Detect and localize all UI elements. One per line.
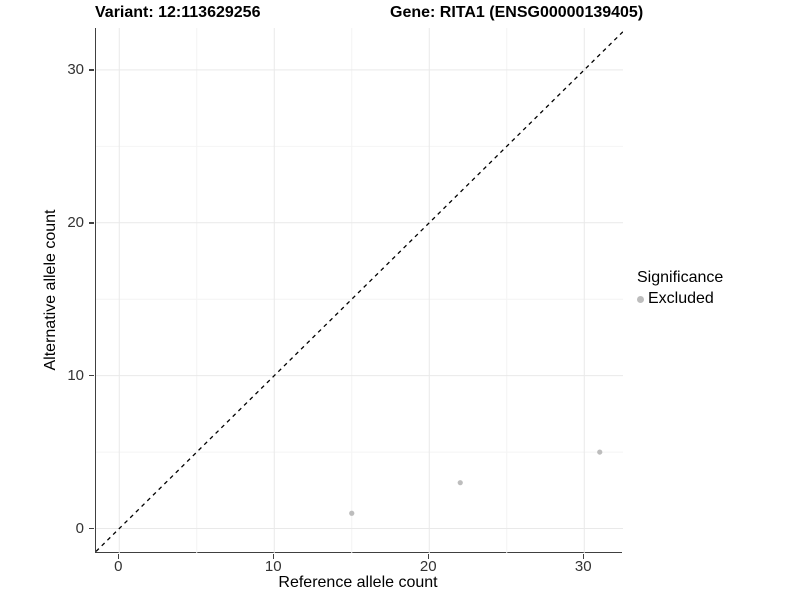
x-tick-mark (272, 554, 274, 559)
y-axis-title: Alternative allele count (42, 209, 59, 371)
y-tick-mark (89, 374, 94, 377)
y-tick-label: 0 (75, 519, 84, 537)
legend-item-label: Excluded (648, 290, 714, 307)
data-point (349, 510, 355, 516)
plot-panel (95, 28, 623, 553)
variant-title: Variant: 12:113629256 (95, 4, 261, 21)
identity-line-dashed (96, 30, 623, 553)
plot-canvas (96, 28, 623, 553)
data-point (597, 449, 603, 455)
x-tick-mark (117, 554, 119, 559)
x-tick-label: 0 (114, 558, 123, 575)
y-tick-mark (89, 69, 94, 71)
x-tick-mark (427, 554, 429, 559)
x-tick-label: 20 (419, 558, 437, 575)
y-tick-label: 20 (67, 213, 84, 231)
y-tick-label: 30 (67, 61, 84, 79)
data-point (457, 480, 463, 486)
x-tick-label: 10 (264, 558, 282, 575)
legend-item: Excluded (637, 290, 723, 308)
x-tick-mark (582, 554, 584, 559)
x-axis-title: Reference allele count (278, 574, 438, 591)
y-tick-mark (89, 527, 94, 530)
x-tick-label: 30 (574, 558, 592, 575)
gene-title: Gene: RITA1 (ENSG00000139405) (390, 4, 644, 21)
y-tick-mark (89, 222, 94, 224)
legend-point-icon (637, 295, 644, 303)
legend: Significance Excluded (637, 269, 723, 308)
y-tick-label: 10 (67, 366, 84, 384)
legend-title: Significance (637, 269, 724, 286)
